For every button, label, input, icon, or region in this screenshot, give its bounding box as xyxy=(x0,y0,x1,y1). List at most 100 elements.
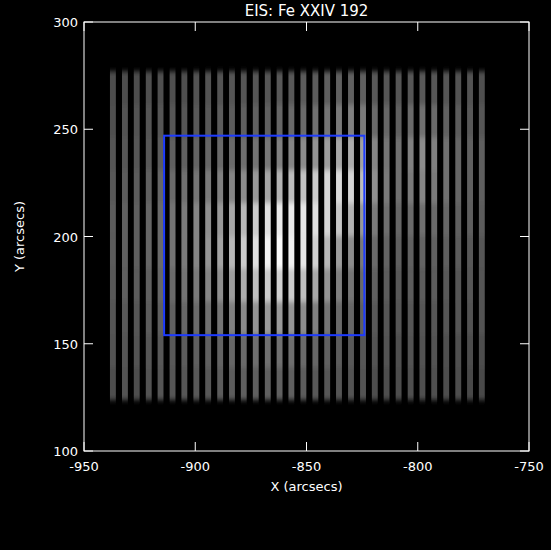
stripe-cell xyxy=(324,334,330,367)
stripe-cell xyxy=(253,367,259,400)
stripe-cell xyxy=(312,268,318,301)
stripe-cell xyxy=(431,367,437,400)
stripe-cell xyxy=(265,334,271,367)
stripe-cell xyxy=(431,104,437,137)
stripe-cell xyxy=(384,301,390,334)
stripe-cell xyxy=(288,334,294,367)
stripe-cell xyxy=(170,367,176,400)
x-axis-title: X (arcsecs) xyxy=(270,479,342,494)
stripe-cell xyxy=(455,203,461,236)
stripe-cell xyxy=(336,235,342,268)
stripe-cell xyxy=(431,71,437,104)
stripe-cell xyxy=(408,268,414,301)
stripe-cell xyxy=(467,334,473,367)
stripe-cell xyxy=(241,301,247,334)
stripe-cell xyxy=(241,170,247,203)
stripe-cell xyxy=(419,104,425,137)
stripe-cell xyxy=(479,268,485,301)
stripe-cell xyxy=(408,301,414,334)
stripe-cell xyxy=(134,137,140,170)
stripe-cell xyxy=(181,137,187,170)
x-tick-top xyxy=(306,22,307,31)
stripe-cell xyxy=(396,71,402,104)
stripe-cell xyxy=(408,71,414,104)
stripe-cell xyxy=(360,104,366,137)
stripe-cell xyxy=(384,334,390,367)
stripe-cell xyxy=(455,235,461,268)
stripe-cell xyxy=(134,104,140,137)
x-tick-top xyxy=(417,22,418,31)
stripe-cell xyxy=(277,301,283,334)
stripe-cell xyxy=(217,301,223,334)
y-tick-label: 200 xyxy=(53,230,78,245)
stripe-cell xyxy=(360,334,366,367)
stripe-cell xyxy=(170,203,176,236)
stripe-cell xyxy=(158,104,164,137)
stripe-cell xyxy=(408,104,414,137)
stripe-cell xyxy=(467,268,473,301)
stripe-cell xyxy=(324,71,330,104)
stripe-cell xyxy=(479,170,485,203)
region-box xyxy=(164,136,364,335)
stripe-cell xyxy=(217,268,223,301)
stripe-cell xyxy=(253,334,259,367)
stripe-cell xyxy=(110,71,116,104)
stripe-cell xyxy=(467,71,473,104)
stripe-cell xyxy=(336,301,342,334)
stripe-cell xyxy=(443,334,449,367)
stripe-cell xyxy=(110,268,116,301)
stripe-cell xyxy=(205,268,211,301)
stripe-cell xyxy=(241,104,247,137)
stripe-cell xyxy=(324,104,330,137)
stripe-cell xyxy=(384,367,390,400)
x-tick xyxy=(306,442,307,451)
stripe-cell xyxy=(193,170,199,203)
stripe-cell xyxy=(265,203,271,236)
stripe-cell xyxy=(455,301,461,334)
stripe-cell xyxy=(134,71,140,104)
stripe-cell xyxy=(419,170,425,203)
stripe-cell xyxy=(372,268,378,301)
x-tick xyxy=(417,442,418,451)
stripe-cell xyxy=(170,268,176,301)
stripe-cell xyxy=(479,104,485,137)
stripe-cell xyxy=(146,203,152,236)
stripe-cell xyxy=(348,137,354,170)
y-tick-right xyxy=(520,129,529,130)
stripe-cell xyxy=(396,137,402,170)
stripe-cell xyxy=(396,235,402,268)
stripe-cell xyxy=(110,334,116,367)
stripe-cell xyxy=(265,170,271,203)
stripe-cell xyxy=(110,301,116,334)
stripe-cell xyxy=(384,235,390,268)
stripe-cell xyxy=(288,170,294,203)
stripe-cell xyxy=(300,367,306,400)
stripe-cell xyxy=(181,235,187,268)
stripe-cell xyxy=(324,235,330,268)
stripe-cell xyxy=(134,203,140,236)
y-tick xyxy=(84,451,93,452)
stripe-cell xyxy=(300,235,306,268)
stripe-cell xyxy=(360,71,366,104)
y-tick-label: 150 xyxy=(53,337,78,352)
stripe-cell xyxy=(324,137,330,170)
y-tick-label: 300 xyxy=(53,15,78,30)
stripe-cell xyxy=(443,301,449,334)
stripe-cell xyxy=(288,137,294,170)
stripe-cell xyxy=(288,235,294,268)
stripe-cell xyxy=(265,235,271,268)
stripe-cell xyxy=(253,104,259,137)
y-tick xyxy=(84,236,93,237)
stripes xyxy=(110,71,485,400)
stripe-cell xyxy=(181,268,187,301)
stripe-cell xyxy=(158,170,164,203)
stripe-cell xyxy=(265,71,271,104)
stripe-cell xyxy=(372,301,378,334)
stripe-cell xyxy=(384,203,390,236)
stripe-cell xyxy=(288,367,294,400)
stripe-cell xyxy=(193,268,199,301)
stripe-cell xyxy=(336,71,342,104)
stripe-cell xyxy=(312,203,318,236)
stripe-cell xyxy=(455,334,461,367)
stripe-cell xyxy=(384,268,390,301)
